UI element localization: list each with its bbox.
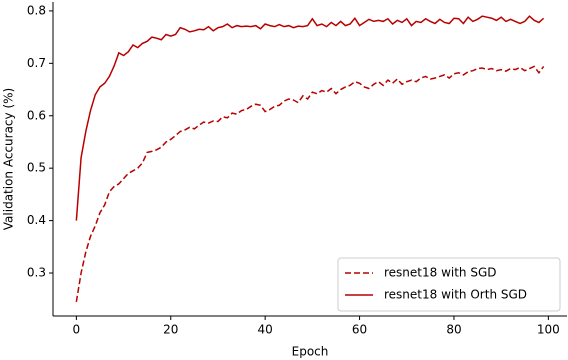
x-tick-label: 40 [258, 323, 273, 337]
y-tick-label: 0.5 [27, 161, 46, 175]
x-tick-label: 20 [163, 323, 178, 337]
x-tick-label: 0 [73, 323, 81, 337]
y-tick-label: 0.3 [27, 266, 46, 280]
legend-label: resnet18 with SGD [384, 266, 497, 280]
legend-label: resnet18 with Orth SGD [384, 288, 527, 302]
y-tick-label: 0.8 [27, 3, 46, 17]
series-line [75, 65, 545, 302]
y-tick-label: 0.4 [27, 213, 46, 227]
y-axis-label: Validation Accuracy (%) [2, 88, 16, 230]
x-tick-label: 100 [537, 323, 560, 337]
y-tick-label: 0.7 [27, 56, 46, 70]
series-line [75, 15, 545, 221]
x-tick-label: 80 [446, 323, 461, 337]
legend-box [337, 257, 561, 312]
x-axis-label: Epoch [292, 345, 329, 359]
x-tick-label: 60 [352, 323, 367, 337]
y-tick-label: 0.6 [27, 108, 46, 122]
